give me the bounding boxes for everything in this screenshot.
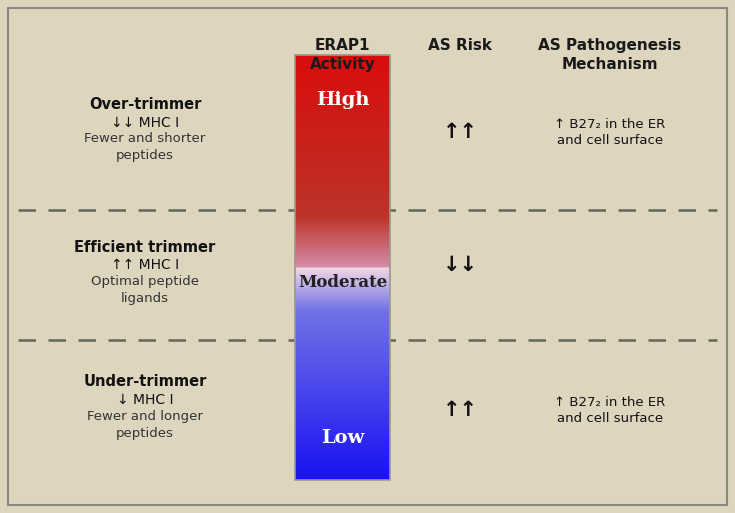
Text: ↑ B27₂ in the ER: ↑ B27₂ in the ER: [554, 118, 666, 131]
Text: ↓ MHC I: ↓ MHC I: [117, 393, 173, 407]
Text: Efficient trimmer: Efficient trimmer: [74, 240, 215, 254]
Text: Moderate: Moderate: [298, 274, 387, 291]
Text: and cell surface: and cell surface: [557, 134, 663, 147]
Text: Low: Low: [320, 429, 364, 447]
Text: ↓↓ MHC I: ↓↓ MHC I: [111, 115, 179, 129]
Text: ERAP1
Activity: ERAP1 Activity: [309, 38, 376, 72]
Text: Optimal peptide
ligands: Optimal peptide ligands: [91, 275, 199, 305]
Text: Under-trimmer: Under-trimmer: [83, 374, 207, 389]
Text: Fewer and shorter
peptides: Fewer and shorter peptides: [85, 132, 206, 163]
Text: AS Pathogenesis
Mechanism: AS Pathogenesis Mechanism: [538, 38, 681, 72]
Text: High: High: [316, 91, 369, 109]
Text: ↑↑ MHC I: ↑↑ MHC I: [111, 258, 179, 272]
Text: and cell surface: and cell surface: [557, 411, 663, 424]
Text: ↑↑: ↑↑: [442, 400, 478, 420]
Text: Over-trimmer: Over-trimmer: [89, 97, 201, 112]
Text: AS Risk: AS Risk: [428, 38, 492, 53]
Bar: [295, 55, 390, 480]
Text: ↓↓: ↓↓: [442, 255, 478, 275]
Text: ↑ B27₂ in the ER: ↑ B27₂ in the ER: [554, 396, 666, 408]
Text: Fewer and longer
peptides: Fewer and longer peptides: [87, 410, 203, 440]
Text: ↑↑: ↑↑: [442, 123, 478, 143]
